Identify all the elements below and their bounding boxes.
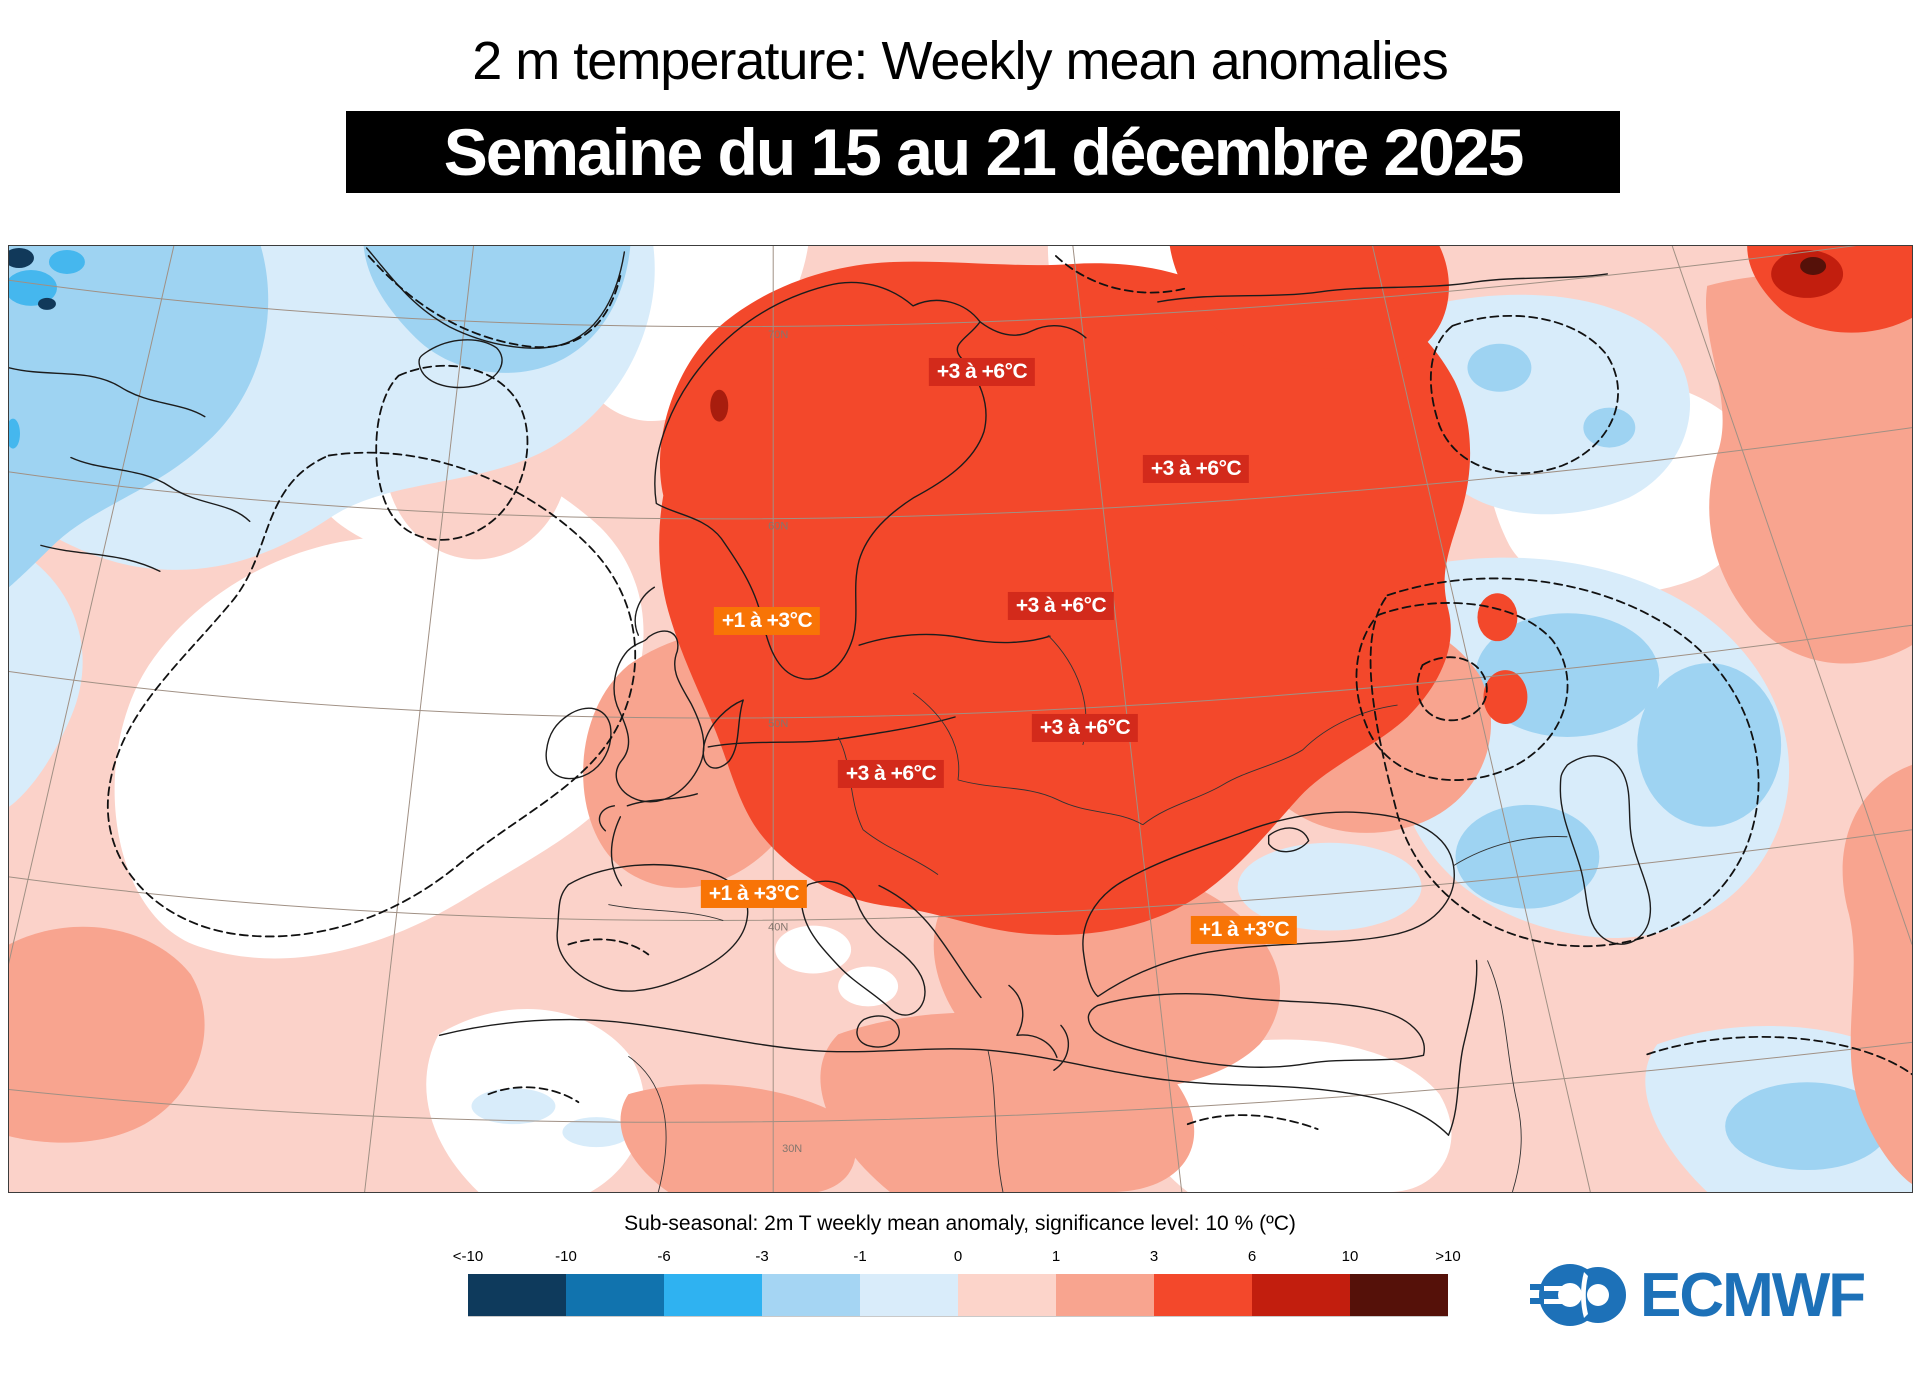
legend-tick: 0: [953, 1248, 963, 1265]
lat-label-50n: 50N: [768, 718, 788, 730]
anomaly-label-iberia: +1 à +3°C: [700, 879, 808, 909]
lat-label-40n: 40N: [768, 922, 788, 934]
lat-label-60n: 60N: [768, 520, 788, 532]
anomaly-label-france-alps: +3 à +6°C: [837, 759, 945, 789]
legend-tick: -6: [657, 1248, 671, 1265]
ecmwf-logo-icon: [1530, 1264, 1626, 1326]
colorbar-segment: [762, 1274, 860, 1316]
colorbar-segment: [958, 1274, 1056, 1316]
colorbar-segment: [566, 1274, 664, 1316]
legend-tick: 1: [1051, 1248, 1061, 1265]
legend-tick: 6: [1247, 1248, 1257, 1265]
colorbar-segment: [1350, 1274, 1448, 1316]
page-title: 2 m temperature: Weekly mean anomalies: [472, 31, 1448, 91]
colorbar-segment: [1154, 1274, 1252, 1316]
legend-tick: -3: [755, 1248, 769, 1265]
ecmwf-logo: ECMWF: [1530, 1256, 1866, 1334]
colorbar-segment: [1056, 1274, 1154, 1316]
legend-tick: -10: [555, 1248, 577, 1265]
anomaly-label-scandinavia: +3 à +6°C: [928, 357, 1036, 387]
anomaly-label-central-europe: +3 à +6°C: [1031, 713, 1139, 743]
legend-tick: 3: [1149, 1248, 1159, 1265]
anomaly-map: 70N 60N 50N 40N 30N +3 à +6°C +3 à +6°C …: [8, 245, 1913, 1193]
legend-title: Sub-seasonal: 2m T weekly mean anomaly, …: [624, 1212, 1296, 1235]
anomaly-label-russia: +3 à +6°C: [1142, 454, 1250, 484]
legend-colorbar: [468, 1274, 1448, 1317]
legend-tick: >10: [1435, 1248, 1461, 1265]
legend-tick: 10: [1341, 1248, 1359, 1265]
ecmwf-logo-text: ECMWF: [1640, 1260, 1866, 1330]
anomaly-label-aegean-turkey: +1 à +3°C: [1190, 915, 1298, 945]
colorbar-segment: [1252, 1274, 1350, 1316]
colorbar-segment: [860, 1274, 958, 1316]
legend-tick: <-10: [452, 1248, 484, 1265]
colorbar-segment: [664, 1274, 762, 1316]
map-graphic: 70N 60N 50N 40N 30N: [9, 246, 1912, 1192]
anomaly-label-baltic: +3 à +6°C: [1007, 591, 1115, 621]
colorbar-segment: [468, 1274, 566, 1316]
subtitle-text: Semaine du 15 au 21 décembre 2025: [443, 115, 1525, 189]
anomaly-label-uk: +1 à +3°C: [713, 606, 821, 636]
lat-label-70n: 70N: [768, 329, 788, 341]
legend-tick: -1: [853, 1248, 867, 1265]
subtitle-banner: Semaine du 15 au 21 décembre 2025: [346, 111, 1620, 193]
lat-label-30n: 30N: [782, 1143, 802, 1155]
